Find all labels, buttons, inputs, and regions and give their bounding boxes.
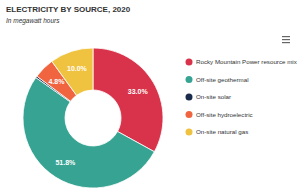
slice [52,48,93,95]
chart: ELECTRICITY BY SOURCE, 2020 In megawatt h… [0,0,300,194]
legend-swatch [186,59,193,66]
menu-line [282,39,290,40]
data-label: 33.0% [128,88,149,95]
title: ELECTRICITY BY SOURCE, 2020 [6,5,131,14]
legend-label: Rocky Mountain Power resource mix [196,58,298,65]
legend: Rocky Mountain Power resource mix Off-sit… [186,58,298,135]
slice [93,48,163,152]
menu-line [282,42,290,43]
legend-swatch [186,94,193,101]
subtitle: In megawatt hours [6,17,60,25]
legend-label: On-site natural gas [196,128,248,135]
legend-swatch [186,129,193,136]
menu-button[interactable] [282,36,290,43]
slice [23,78,154,188]
legend-swatch [186,76,193,83]
data-label: 51.8% [55,159,76,166]
legend-label: Off-site geothermal [196,76,249,83]
legend-swatch [186,111,193,118]
slices [23,48,163,188]
legend-label: Off-site hydroelectric [196,111,253,118]
data-label: 4.8% [48,78,65,85]
menu-line [282,36,290,37]
legend-label: On-site solar [196,93,231,100]
data-label: 10.0% [67,65,88,72]
